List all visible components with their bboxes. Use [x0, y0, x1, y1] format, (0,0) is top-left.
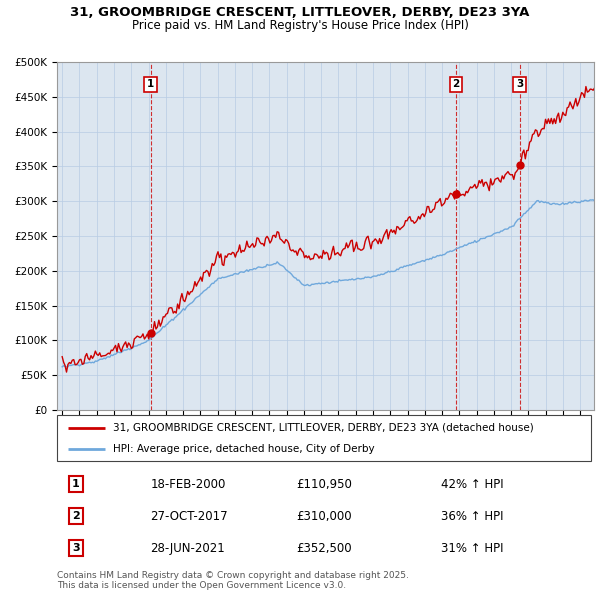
FancyBboxPatch shape	[57, 415, 591, 461]
Text: 28-JUN-2021: 28-JUN-2021	[151, 542, 225, 555]
Text: Contains HM Land Registry data © Crown copyright and database right 2025.
This d: Contains HM Land Registry data © Crown c…	[57, 571, 409, 590]
Text: 3: 3	[72, 543, 80, 553]
Text: 31% ↑ HPI: 31% ↑ HPI	[442, 542, 504, 555]
Text: 31, GROOMBRIDGE CRESCENT, LITTLEOVER, DERBY, DE23 3YA: 31, GROOMBRIDGE CRESCENT, LITTLEOVER, DE…	[70, 6, 530, 19]
Text: 1: 1	[147, 79, 154, 89]
Text: 2: 2	[72, 512, 80, 521]
Text: 1: 1	[72, 479, 80, 489]
Text: £352,500: £352,500	[296, 542, 352, 555]
Text: 36% ↑ HPI: 36% ↑ HPI	[442, 510, 504, 523]
Text: 3: 3	[516, 79, 523, 89]
Text: 31, GROOMBRIDGE CRESCENT, LITTLEOVER, DERBY, DE23 3YA (detached house): 31, GROOMBRIDGE CRESCENT, LITTLEOVER, DE…	[113, 423, 534, 433]
Text: £310,000: £310,000	[296, 510, 352, 523]
Text: Price paid vs. HM Land Registry's House Price Index (HPI): Price paid vs. HM Land Registry's House …	[131, 19, 469, 32]
Text: 2: 2	[452, 79, 460, 89]
Text: £110,950: £110,950	[296, 478, 352, 491]
Text: 18-FEB-2000: 18-FEB-2000	[151, 478, 226, 491]
Text: HPI: Average price, detached house, City of Derby: HPI: Average price, detached house, City…	[113, 444, 374, 454]
Text: 42% ↑ HPI: 42% ↑ HPI	[442, 478, 504, 491]
Text: 27-OCT-2017: 27-OCT-2017	[151, 510, 228, 523]
